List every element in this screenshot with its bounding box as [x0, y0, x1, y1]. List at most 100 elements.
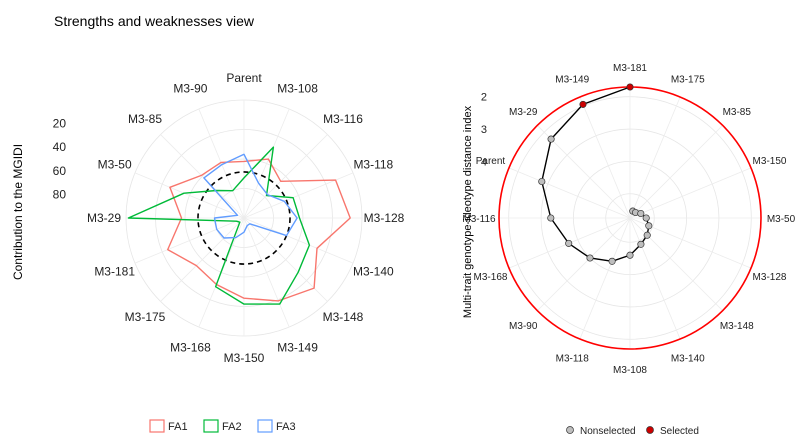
polar-point-m3-108	[626, 251, 634, 259]
polar-point-m3-140	[637, 240, 645, 248]
polar-tick-label: 2	[481, 92, 487, 104]
radar-label-m3-128: M3-128	[364, 211, 405, 225]
polar-grid-spoke	[579, 96, 631, 219]
radar-label-m3-85: M3-85	[128, 112, 162, 126]
radar-chart: Parent M3-108 M3-116 M3-118 M3-128 M3-140 M3-1…	[11, 71, 405, 365]
polar-label-m3-85: M3-85	[723, 107, 752, 118]
radar-grid-spoke	[243, 134, 328, 219]
legend-label-fa3: FA3	[276, 421, 296, 433]
radar-series-fa2	[127, 146, 311, 305]
polar-grid-spoke	[629, 217, 723, 311]
polar-label-m3-128: M3-128	[753, 272, 787, 283]
polar-label-m3-149: M3-149	[555, 74, 589, 85]
polar-point-m3-149	[579, 100, 587, 108]
radar-label-m3-90: M3-90	[173, 82, 207, 96]
polar-point-m3-181	[626, 83, 634, 91]
radar-label-m3-29: M3-29	[87, 211, 121, 225]
radar-label-parent: Parent	[226, 71, 262, 85]
polar-label-parent: Parent	[476, 156, 506, 167]
radar-label-m3-148: M3-148	[323, 310, 364, 324]
legend-key-selected	[646, 426, 654, 434]
radar-legend: FA1 FA2 FA3	[149, 419, 296, 433]
radar-grid-spoke	[134, 172, 245, 219]
radar-reference-circle	[197, 171, 291, 265]
polar-point-m3-150	[637, 209, 645, 218]
polar-point-m3-90	[586, 254, 594, 262]
radar-grid-spoke	[243, 217, 290, 328]
radar-tick-label: 20	[53, 117, 67, 131]
polar-grid-spoke	[629, 96, 681, 219]
radar-label-m3-118: M3-118	[353, 157, 393, 171]
polar-category-labels: M3-181 M3-175 M3-85 M3-150 M3-50 M3-128 M3-148…	[462, 63, 795, 376]
radar-label-m3-181: M3-181	[94, 265, 135, 279]
polar-label-m3-29: M3-29	[509, 107, 538, 118]
radar-series-fa1	[166, 158, 351, 302]
polar-tick-label: 3	[481, 124, 487, 136]
polar-label-m3-116: M3-116	[462, 214, 496, 225]
legend-key-fa1	[149, 419, 165, 433]
legend-label-fa1: FA1	[168, 421, 188, 433]
radar-grid-spoke	[243, 217, 328, 302]
polar-grid-spoke	[629, 167, 752, 219]
legend-label-fa2: FA2	[222, 421, 242, 433]
radar-label-m3-50: M3-50	[98, 157, 132, 171]
polar-point-m3-168	[565, 239, 573, 247]
polar-y-axis-label: Multi-trait genotype-ideotype distance i…	[462, 105, 474, 318]
radar-tick-label: 40	[53, 140, 67, 154]
polar-point-parent	[538, 177, 546, 186]
radar-grid-spoke	[243, 217, 354, 264]
polar-points	[538, 83, 653, 265]
polar-label-m3-140: M3-140	[671, 354, 705, 365]
polar-label-m3-181: M3-181	[613, 63, 647, 74]
legend-key-fa2	[203, 419, 219, 433]
polar-grid-spoke	[537, 217, 631, 311]
radar-grid-spoke	[134, 217, 245, 264]
polar-spiral-line	[541, 86, 650, 263]
legend-label-nonselected: Nonselected	[580, 426, 636, 437]
radar-radial-ticks: 20 40 60 80	[53, 117, 67, 202]
radar-label-m3-175: M3-175	[125, 310, 166, 324]
radar-label-m3-168: M3-168	[170, 340, 211, 354]
polar-label-m3-108: M3-108	[613, 365, 647, 376]
legend-key-nonselected	[566, 426, 574, 434]
radar-grid-spoke	[243, 172, 354, 219]
polar-point-m3-116	[547, 214, 555, 222]
radar-label-m3-140: M3-140	[353, 265, 394, 279]
polar-label-m3-168: M3-168	[474, 272, 508, 283]
radar-label-m3-108: M3-108	[277, 82, 318, 96]
polar-point-m3-148	[643, 231, 651, 239]
radar-tick-label: 80	[53, 187, 67, 201]
polar-point-m3-29	[547, 135, 555, 143]
polar-label-m3-90: M3-90	[509, 321, 538, 332]
radar-grid-spoke	[160, 134, 245, 219]
polar-label-m3-50: M3-50	[767, 214, 796, 225]
radar-grid	[125, 99, 363, 337]
radar-tick-label: 60	[53, 164, 67, 178]
polar-tick-label: 4	[481, 156, 487, 168]
legend-label-selected: Selected	[660, 426, 699, 437]
polar-chart: M3-181 M3-175 M3-85 M3-150 M3-50 M3-128 M3-148…	[462, 63, 796, 376]
polar-grid-spoke	[629, 125, 723, 219]
polar-grid-spoke	[629, 217, 681, 340]
polar-point-m3-118	[608, 257, 616, 265]
radar-category-labels: Parent M3-108 M3-116 M3-118 M3-128 M3-140 M3-1…	[87, 71, 405, 365]
legend-key-fa3	[257, 419, 273, 433]
radar-series-fa3	[203, 153, 298, 239]
polar-point-m3-128	[645, 222, 653, 230]
polar-point-m3-50	[642, 214, 650, 222]
polar-grid-spoke	[579, 217, 631, 340]
radar-label-m3-150: M3-150	[224, 351, 265, 365]
polar-label-m3-118: M3-118	[556, 354, 590, 365]
radar-series-layer	[127, 146, 351, 305]
radar-grid-spoke	[243, 108, 290, 219]
polar-radial-ticks: 2 3 4	[481, 92, 487, 169]
radar-grid-spoke	[198, 108, 245, 219]
polar-grid	[499, 87, 761, 349]
polar-grid-spoke	[508, 167, 631, 219]
polar-label-m3-150: M3-150	[753, 156, 787, 167]
radar-label-m3-116: M3-116	[323, 112, 363, 126]
polar-legend: Nonselected Selected	[566, 426, 699, 437]
radar-label-m3-149: M3-149	[277, 340, 318, 354]
polar-label-m3-175: M3-175	[671, 74, 705, 85]
